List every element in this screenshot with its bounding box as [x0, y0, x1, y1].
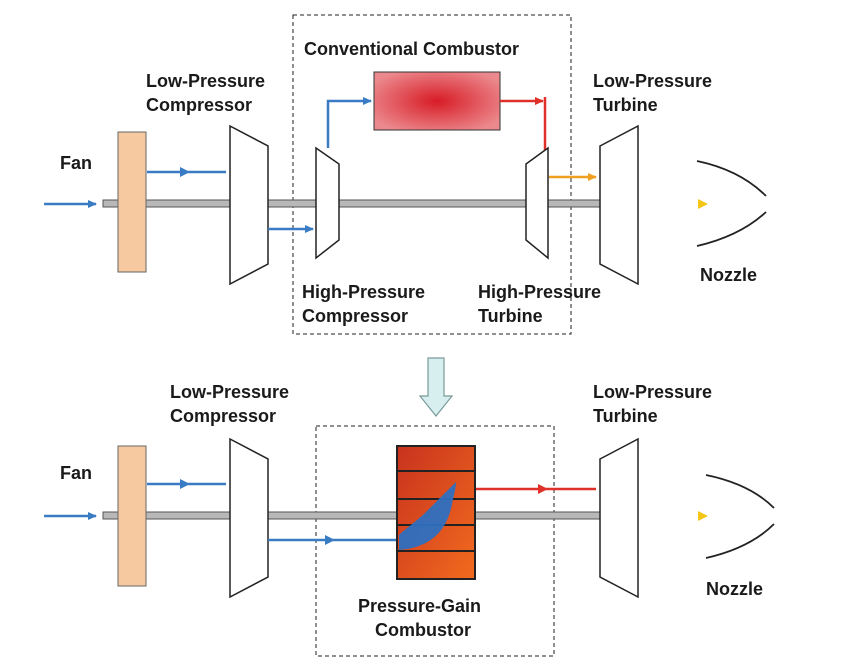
bottom-low-pressure-turbine: [599, 437, 639, 599]
bottom-lpt-label-line2: Turbine: [593, 406, 658, 426]
top-hpc-to-combustor-arrow: [326, 97, 372, 148]
bottom-lpt-label-line1: Low-Pressure: [593, 382, 713, 402]
bottom-nozzle-lower: [705, 523, 775, 559]
bottom-lpc-label-line1: Low-Pressure: [170, 382, 290, 402]
top-low-pressure-compressor: [229, 124, 269, 286]
top-high-pressure-turbine: [525, 146, 549, 260]
bottom-fan: [117, 445, 147, 587]
top-fan-label: Fan: [60, 153, 93, 173]
pgc-label-line2: Combustor: [375, 620, 471, 640]
conventional-combustor-label: Conventional Combustor: [304, 39, 519, 59]
top-lpt-label-line1: Low-Pressure: [593, 71, 713, 91]
top-low-pressure-turbine: [599, 124, 639, 286]
top-core-boundary: [292, 14, 572, 335]
top-engine: [44, 14, 790, 335]
pressure-gain-combustor: [396, 445, 476, 580]
bottom-nozzle-label: Nozzle: [706, 579, 764, 599]
hpc-label-line1: High-Pressure: [302, 282, 426, 302]
bottom-engine: [44, 425, 798, 657]
top-lpt-label-line2: Turbine: [593, 95, 658, 115]
top-high-pressure-compressor: [315, 146, 340, 260]
conventional-combustor: [373, 71, 501, 131]
bottom-nozzle-upper: [705, 474, 775, 509]
bottom-low-pressure-compressor: [229, 437, 269, 599]
detonation-wave: [399, 482, 456, 550]
transition-arrow: [418, 357, 454, 417]
bottom-shaft: [102, 511, 604, 520]
top-lpc-label-line1: Low-Pressure: [146, 71, 266, 91]
hpt-label-line1: High-Pressure: [478, 282, 602, 302]
bottom-fan-label: Fan: [60, 463, 93, 483]
pgc-label-line1: Pressure-Gain: [358, 596, 482, 616]
top-nozzle-lower: [696, 211, 767, 247]
bottom-lpc-label-line2: Compressor: [170, 406, 277, 426]
top-lpc-label-line2: Compressor: [146, 95, 253, 115]
hpc-label-line2: Compressor: [302, 306, 409, 326]
top-nozzle-upper: [696, 160, 767, 197]
top-fan: [117, 131, 147, 273]
top-nozzle-label: Nozzle: [700, 265, 758, 285]
hpt-label-line2: Turbine: [478, 306, 543, 326]
